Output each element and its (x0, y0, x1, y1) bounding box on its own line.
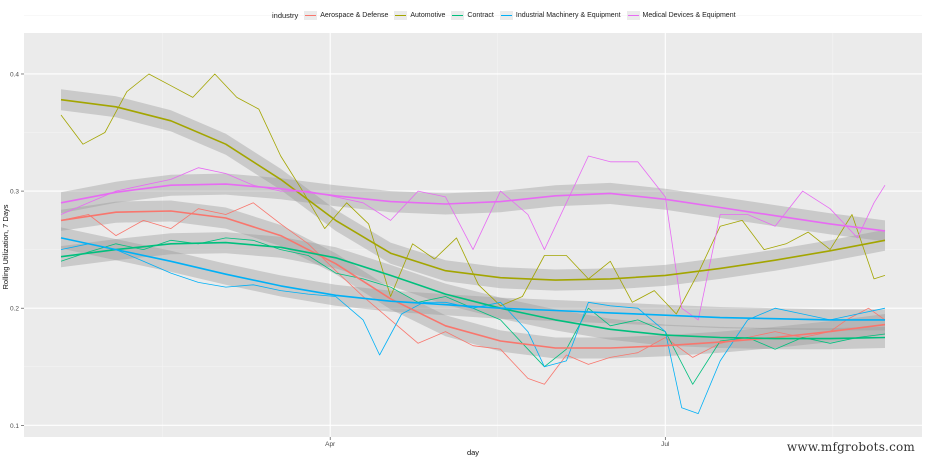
watermark-text: www.mfgrobots.com (786, 440, 915, 454)
y-tick-label: 0.1 (10, 423, 19, 430)
smooth-line-contract (60, 241, 886, 340)
legend-items: Aerospace & Defense Automotive Contract Ind… (304, 10, 741, 20)
raw-line-medical-devices-equipment (60, 155, 886, 321)
smooth-line-automotive (60, 98, 886, 281)
raw-line-aerospace-defense (60, 202, 886, 385)
legend-key-swatch (451, 10, 465, 20)
legend-key-line (452, 14, 464, 17)
legend: industry Aerospace & Defense Automotive Co… (272, 8, 742, 22)
ribbon-medical-devices-equipment (61, 173, 885, 242)
legend-key-swatch (626, 10, 640, 20)
legend-item-aerospace-defense: Aerospace & Defense (304, 10, 389, 20)
legend-key-swatch (304, 10, 318, 20)
legend-key-line (395, 14, 407, 17)
plot-panel (24, 33, 922, 437)
legend-key-swatch (394, 10, 408, 20)
y-axis-ticks: 0.1 0.2 0.3 0.4 (10, 71, 24, 430)
x-axis-ticks: Apr Jul (325, 437, 670, 448)
raw-line-automotive (60, 73, 886, 315)
x-tick-label: Apr (325, 441, 336, 448)
x-tick-label: Jul (661, 441, 670, 448)
legend-label: Industrial Machinery & Equipment (515, 11, 621, 19)
legend-label: Contract (467, 11, 494, 19)
legend-label: Automotive (410, 11, 446, 19)
smooth-line-aerospace-defense (60, 210, 886, 349)
legend-key-swatch (499, 10, 513, 20)
legend-key-line (500, 14, 512, 17)
legend-label: Aerospace & Defense (320, 11, 389, 19)
legend-title: industry (272, 10, 299, 20)
y-tick-label: 0.4 (10, 71, 19, 78)
smoothed-series-lines (60, 98, 886, 349)
y-axis-title: Rolling Utilization, 7 Days (1, 204, 10, 289)
legend-key-line (627, 14, 639, 17)
y-tick-label: 0.2 (10, 306, 19, 313)
legend-item-industrial-machinery-equipment: Industrial Machinery & Equipment (499, 10, 621, 20)
ribbon-contract (61, 232, 885, 350)
smooth-line-industrial-machinery-equipment (60, 237, 885, 321)
legend-item-contract: Contract (451, 10, 494, 20)
legend-item-medical-devices-equipment: Medical Devices & Equipment (626, 10, 736, 20)
legend-key-line (305, 14, 317, 17)
smooth-line-medical-devices-equipment (60, 183, 886, 232)
y-tick-label: 0.3 (10, 189, 19, 196)
ribbon-aerospace-defense (61, 200, 885, 359)
legend-label: Medical Devices & Equipment (642, 11, 736, 19)
x-axis-title: day (467, 448, 479, 457)
legend-item-automotive: Automotive (394, 10, 446, 20)
ribbon-automotive (61, 89, 885, 291)
